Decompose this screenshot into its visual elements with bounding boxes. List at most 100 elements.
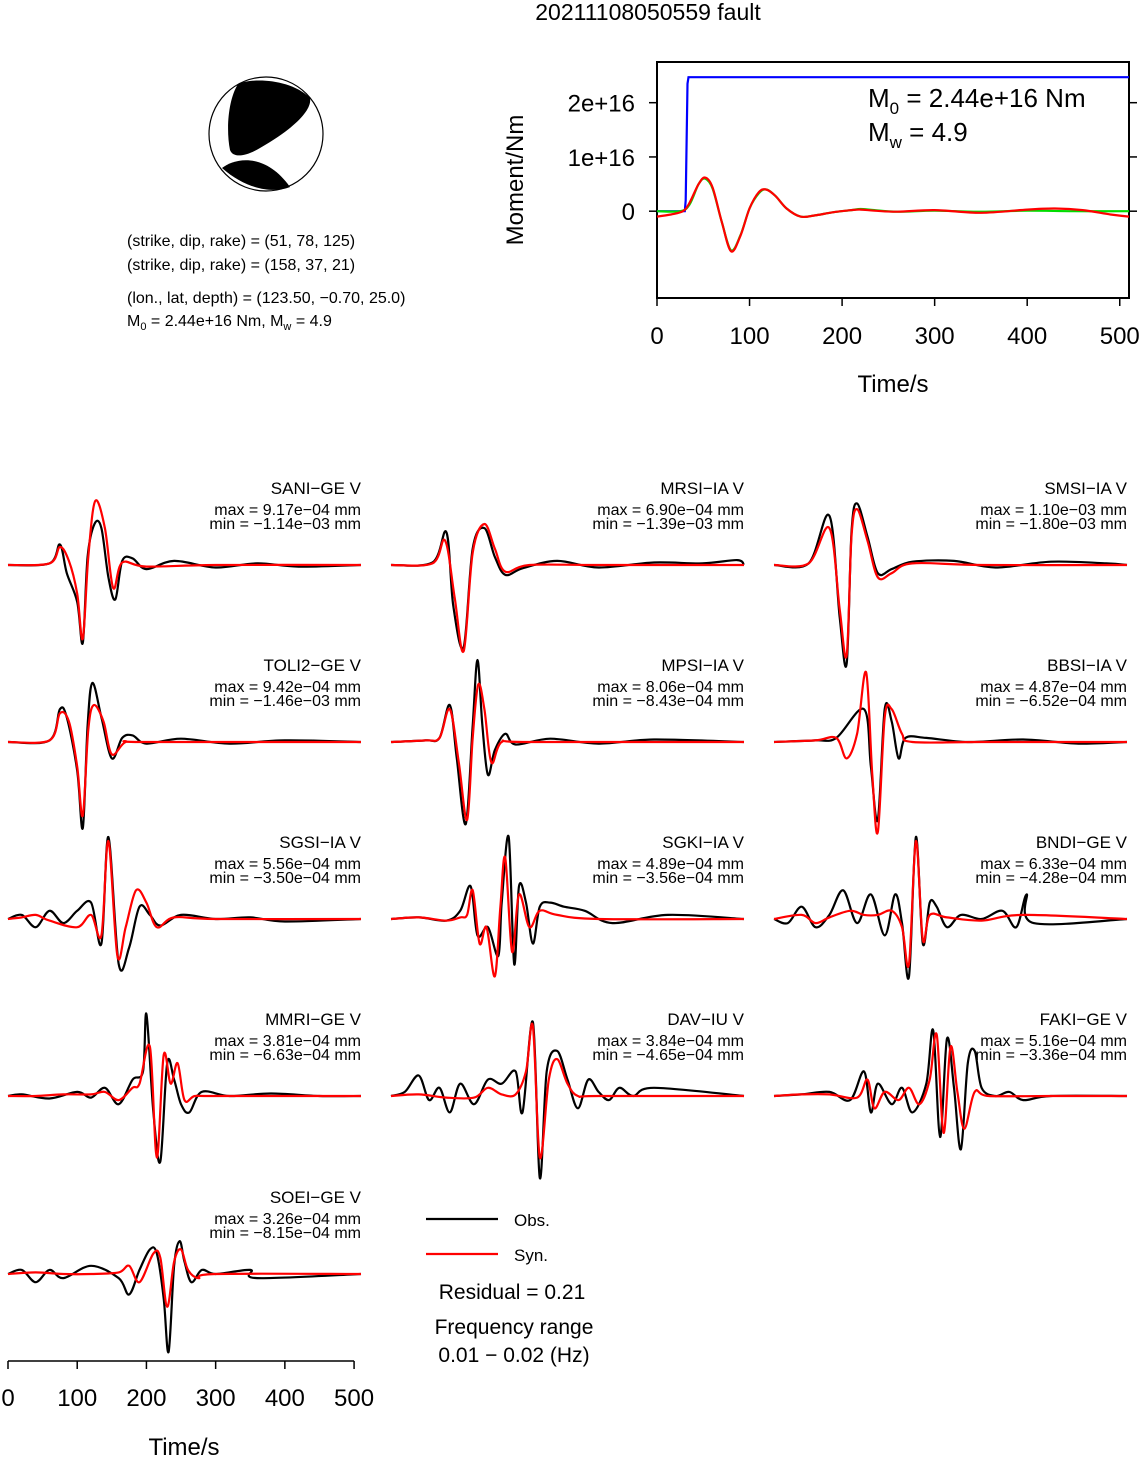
observed-trace xyxy=(773,701,1128,823)
moment-x-tick-label: 0 xyxy=(650,323,663,350)
station-min: min = −1.80e−03 mm xyxy=(975,516,1127,533)
synthetic-trace xyxy=(390,682,744,822)
mechanism-plane-2: (strike, dip, rake) = (158, 37, 21) xyxy=(127,257,355,274)
station-max: max = 1.10e−03 mm xyxy=(980,502,1127,519)
synthetic-trace xyxy=(7,839,362,961)
moment-annotation-mw: Mw = 4.9 xyxy=(868,117,968,152)
station-min: min = −8.15e−04 mm xyxy=(209,1225,361,1242)
moment-x-tick-label: 500 xyxy=(1100,323,1140,350)
synthetic-trace xyxy=(390,1022,744,1160)
waveform-x-tick-label: 200 xyxy=(126,1385,166,1412)
station-max: max = 3.81e−04 mm xyxy=(214,1033,361,1050)
station-name: BNDI−GE V xyxy=(1036,833,1128,852)
moment-x-tick-label: 200 xyxy=(822,323,862,350)
moment-x-tick-label: 400 xyxy=(1007,323,1047,350)
station-max: max = 9.42e−04 mm xyxy=(214,679,361,696)
frequency-range-title: Frequency range xyxy=(435,1316,594,1339)
station-max: max = 3.26e−04 mm xyxy=(214,1211,361,1228)
station-name: TOLI2−GE V xyxy=(264,656,362,675)
synthetic-trace xyxy=(7,1248,362,1308)
figure-title: 20211108050559 fault xyxy=(535,0,761,25)
moment-y-axis-label: Moment/Nm xyxy=(502,115,529,246)
station-max: max = 9.17e−04 mm xyxy=(214,502,361,519)
station-min: min = −4.28e−04 mm xyxy=(975,870,1127,887)
waveform-x-axis-label: Time/s xyxy=(148,1434,219,1458)
synthetic-trace xyxy=(773,839,1128,969)
frequency-range-value: 0.01 − 0.02 (Hz) xyxy=(438,1344,589,1367)
station-name: DAV−IU V xyxy=(667,1010,744,1029)
moment-x-tick-label: 100 xyxy=(730,323,770,350)
moment-plot-frame xyxy=(656,61,1130,299)
observed-trace xyxy=(390,834,745,966)
moment-series-red xyxy=(656,176,1130,253)
mechanism-moment-summary: M0 = 2.44e+16 Nm, Mw = 4.9 xyxy=(127,313,332,333)
synthetic-trace xyxy=(390,522,744,653)
station-name: MRSI−IA V xyxy=(660,479,744,498)
waveform-x-tick-label: 300 xyxy=(196,1385,236,1412)
legend-syn-label: Syn. xyxy=(514,1246,548,1265)
legend-obs-label: Obs. xyxy=(514,1211,550,1230)
synthetic-trace xyxy=(773,1032,1127,1135)
waveform-legend: Obs. Syn. Residual = 0.21 Frequency rang… xyxy=(426,1211,593,1367)
station-max: max = 5.16e−04 mm xyxy=(980,1033,1127,1050)
station-max: max = 6.33e−04 mm xyxy=(980,856,1127,873)
waveform-time-axis: 0 100 200 300 400 500 xyxy=(1,1360,374,1412)
synthetic-trace xyxy=(390,855,745,978)
station-name: SGSI−IA V xyxy=(279,833,361,852)
station-min: min = −4.65e−04 mm xyxy=(592,1047,744,1064)
station-name: SGKI−IA V xyxy=(662,833,744,852)
synthetic-trace xyxy=(7,1043,361,1159)
station-max: max = 6.90e−04 mm xyxy=(597,502,744,519)
station-max: max = 4.89e−04 mm xyxy=(597,856,744,873)
station-max: max = 4.87e−04 mm xyxy=(980,679,1127,696)
station-name: SOEI−GE V xyxy=(270,1188,362,1207)
station-min: min = −6.52e−04 mm xyxy=(975,693,1127,710)
observed-trace xyxy=(390,526,745,650)
station-min: min = −3.50e−04 mm xyxy=(209,870,361,887)
station-max: max = 5.56e−04 mm xyxy=(214,856,361,873)
station-min: min = −3.56e−04 mm xyxy=(592,870,744,887)
waveform-x-tick-label: 500 xyxy=(334,1385,374,1412)
station-name: SMSI−IA V xyxy=(1044,479,1127,498)
moment-rate-chart: 0 100 200 300 400 500 0 1e+16 2e+16 M0 = 2.44e+1… xyxy=(502,61,1140,398)
synthetic-trace xyxy=(7,499,362,641)
synthetic-trace xyxy=(773,508,1128,659)
moment-x-tick-label: 300 xyxy=(915,323,955,350)
mechanism-location: (lon., lat, depth) = (123.50, −0.70, 25.… xyxy=(127,290,405,307)
station-min: min = −8.43e−04 mm xyxy=(592,693,744,710)
moment-y-tick-label: 0 xyxy=(622,199,635,226)
station-name: MMRI−GE V xyxy=(265,1010,362,1029)
synthetic-trace xyxy=(7,703,361,818)
waveform-x-tick-label: 100 xyxy=(57,1385,97,1412)
station-max: max = 8.06e−04 mm xyxy=(597,679,744,696)
observed-trace xyxy=(7,519,362,645)
moment-y-tick-label: 2e+16 xyxy=(568,91,635,118)
residual-text: Residual = 0.21 xyxy=(439,1281,586,1304)
waveform-x-tick-label: 0 xyxy=(1,1385,14,1412)
station-min: min = −1.39e−03 mm xyxy=(592,516,744,533)
station-name: FAKI−GE V xyxy=(1040,1010,1128,1029)
mechanism-plane-1: (strike, dip, rake) = (51, 78, 125) xyxy=(127,233,355,250)
station-min: min = −1.14e−03 mm xyxy=(209,516,361,533)
moment-annotation-m0: M0 = 2.44e+16 Nm xyxy=(868,83,1086,118)
station-min: min = −3.36e−04 mm xyxy=(975,1047,1127,1064)
waveform-x-tick-label: 400 xyxy=(265,1385,305,1412)
station-max: max = 3.84e−04 mm xyxy=(597,1033,744,1050)
synthetic-trace xyxy=(773,671,1127,835)
moment-series-green xyxy=(656,177,1130,252)
station-min: min = −6.63e−04 mm xyxy=(209,1047,361,1064)
